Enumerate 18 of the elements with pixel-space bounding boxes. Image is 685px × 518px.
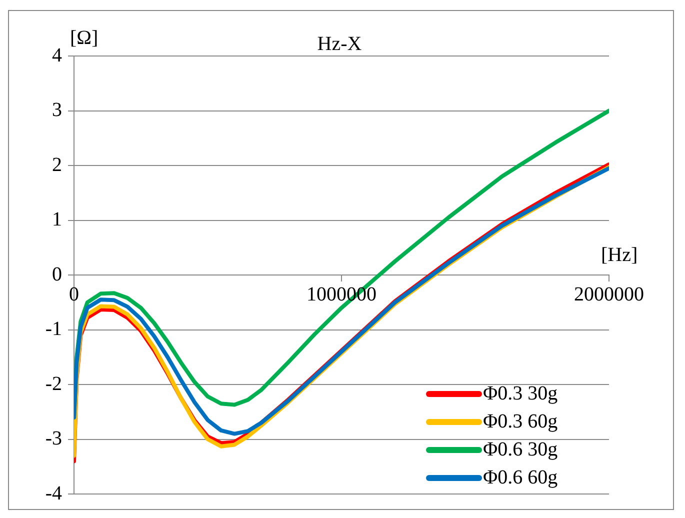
x-axis-title: [Hz] bbox=[601, 244, 638, 266]
y-tick-label: 2 bbox=[52, 154, 62, 176]
legend-label: Φ0.6 60g bbox=[483, 466, 558, 488]
y-tick-label: -2 bbox=[45, 372, 62, 395]
y-axis-title: [Ω] bbox=[70, 27, 98, 49]
y-tick-label: 3 bbox=[52, 99, 62, 121]
x-tick-label: 2000000 bbox=[574, 283, 644, 306]
y-tick-label: -1 bbox=[45, 318, 62, 340]
y-tick-label: 4 bbox=[52, 44, 62, 66]
y-tick-label: -3 bbox=[45, 428, 62, 450]
legend-label: Φ0.6 30g bbox=[483, 438, 558, 460]
legend-label: Φ0.3 60g bbox=[483, 410, 558, 432]
legend-label: Φ0.3 30g bbox=[483, 382, 558, 404]
y-tick-label: 1 bbox=[52, 208, 62, 230]
y-tick-label: 0 bbox=[52, 263, 62, 286]
chart-title: Hz-X bbox=[317, 33, 362, 55]
x-tick-label: 0 bbox=[69, 283, 79, 306]
y-tick-label: -4 bbox=[45, 482, 62, 504]
